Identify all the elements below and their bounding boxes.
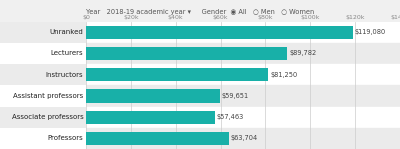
- Bar: [86, 68, 268, 81]
- Text: Associate professors: Associate professors: [12, 114, 84, 120]
- Bar: [86, 22, 400, 43]
- FancyBboxPatch shape: [0, 43, 86, 64]
- Text: Professors: Professors: [48, 135, 84, 141]
- FancyBboxPatch shape: [0, 64, 86, 85]
- Text: Instructors: Instructors: [46, 72, 84, 78]
- Bar: [86, 85, 400, 107]
- Bar: [86, 43, 400, 64]
- FancyBboxPatch shape: [0, 107, 86, 128]
- Bar: [86, 26, 353, 39]
- Bar: [86, 64, 400, 85]
- Bar: [86, 47, 287, 60]
- FancyBboxPatch shape: [0, 85, 86, 107]
- Text: $89,782: $89,782: [289, 51, 316, 56]
- Bar: [86, 132, 229, 145]
- Text: $59,651: $59,651: [222, 93, 249, 99]
- Bar: [86, 107, 400, 128]
- Text: Assistant professors: Assistant professors: [13, 93, 84, 99]
- FancyBboxPatch shape: [0, 22, 86, 43]
- Text: $57,463: $57,463: [217, 114, 244, 120]
- Text: Unranked: Unranked: [50, 29, 84, 35]
- Bar: [86, 128, 400, 149]
- Text: Lecturers: Lecturers: [51, 51, 84, 56]
- Text: $63,704: $63,704: [231, 135, 258, 141]
- Text: $81,250: $81,250: [270, 72, 297, 78]
- FancyBboxPatch shape: [0, 128, 86, 149]
- Bar: [86, 89, 220, 103]
- Bar: [86, 111, 215, 124]
- Text: $119,080: $119,080: [355, 29, 386, 35]
- Text: Year   2018-19 academic year ▾     Gender  ◉ All   ○ Men   ○ Women: Year 2018-19 academic year ▾ Gender ◉ Al…: [86, 9, 314, 15]
